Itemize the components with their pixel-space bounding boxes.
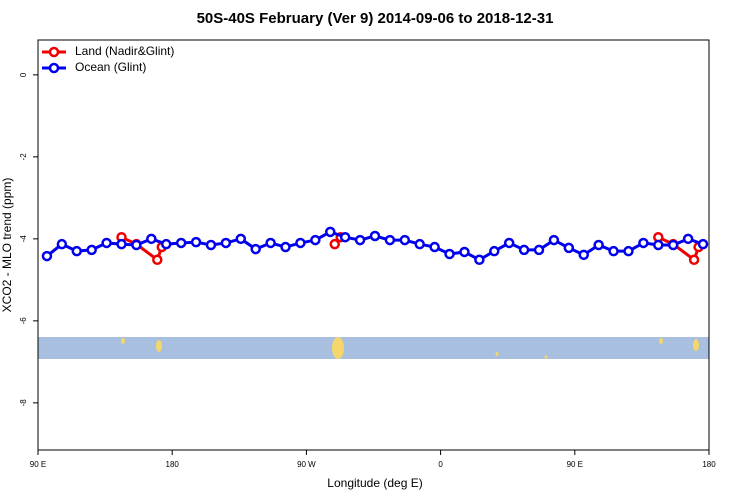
- y-tick-label: -6: [19, 317, 28, 325]
- series-point: [429, 241, 440, 253]
- series-point: [688, 254, 700, 266]
- series-point: [354, 234, 366, 246]
- y-tick-label: -2: [19, 153, 28, 161]
- series-point: [280, 241, 291, 253]
- series-point: [265, 237, 276, 249]
- plot-frame: [37, 39, 710, 451]
- series-point: [131, 239, 142, 251]
- series-point: [56, 238, 68, 250]
- series-point: [41, 250, 53, 262]
- y-tick-label: 0: [19, 72, 28, 77]
- land-patch: [495, 352, 499, 356]
- series-point: [518, 244, 530, 256]
- y-axis-label: XCO2 - MLO trend (ppm): [0, 178, 14, 313]
- legend: Land (Nadir&Glint) Ocean (Glint): [42, 44, 174, 74]
- series-point: [295, 237, 306, 249]
- x-tick-label: 90 E: [567, 460, 583, 469]
- series-point: [682, 233, 694, 245]
- series-point: [369, 230, 381, 242]
- series-point: [339, 231, 351, 243]
- legend-marker: [48, 46, 60, 58]
- series: [41, 226, 709, 266]
- series-point: [563, 242, 575, 254]
- legend-label: Ocean (Glint): [75, 60, 146, 74]
- series-point: [593, 239, 604, 251]
- x-tick-label: 180: [702, 460, 716, 469]
- series-point: [384, 234, 396, 246]
- y-tick-label: -4: [19, 235, 28, 243]
- land-patch: [332, 337, 344, 359]
- series-point: [86, 244, 97, 256]
- series-point: [329, 238, 340, 250]
- series-point: [310, 234, 321, 246]
- mask-band: [38, 337, 709, 359]
- series-point: [325, 226, 336, 238]
- series-point: [459, 246, 470, 258]
- series-point: [152, 254, 163, 266]
- series-point: [608, 245, 619, 257]
- x-axis-label: Longitude (deg E): [327, 476, 422, 490]
- series-point: [474, 254, 485, 266]
- series-point: [175, 237, 187, 249]
- land-mask: [38, 337, 709, 359]
- x-tick-label: 90 E: [30, 460, 46, 469]
- series-point: [697, 238, 709, 250]
- series-point: [489, 245, 500, 257]
- land-patch: [544, 355, 548, 359]
- series-point: [399, 234, 411, 246]
- series-point: [653, 239, 664, 251]
- series-point: [444, 248, 455, 260]
- y-tick-label: -8: [19, 399, 28, 407]
- land-patch: [156, 340, 162, 352]
- series-point: [638, 237, 649, 249]
- series-point: [235, 233, 247, 245]
- series-point: [503, 237, 515, 249]
- series-point: [548, 234, 560, 246]
- series-point: [667, 239, 679, 251]
- series-point: [146, 233, 157, 245]
- x-tick-label: 180: [166, 460, 180, 469]
- series-point: [116, 238, 127, 250]
- x-tick-label: 90 W: [297, 460, 316, 469]
- series-point: [533, 244, 545, 256]
- series-point: [250, 243, 261, 255]
- chart-title: 50S-40S February (Ver 9) 2014-09-06 to 2…: [197, 10, 554, 27]
- series-point: [623, 245, 634, 257]
- series-point: [160, 238, 172, 250]
- land-patch: [659, 338, 663, 344]
- series-line: [657, 235, 700, 263]
- series-point: [414, 238, 425, 250]
- x-tick-label: 0: [438, 460, 443, 469]
- land-patch: [693, 339, 699, 351]
- series-point: [220, 237, 232, 249]
- series-point: [205, 239, 217, 251]
- series-point: [101, 237, 112, 249]
- series-point: [190, 236, 202, 248]
- series-point: [71, 245, 83, 257]
- series-point: [578, 249, 589, 261]
- legend-marker: [48, 62, 60, 74]
- land-patch: [121, 338, 125, 344]
- series-line: [120, 235, 164, 263]
- legend-label: Land (Nadir&Glint): [75, 44, 174, 58]
